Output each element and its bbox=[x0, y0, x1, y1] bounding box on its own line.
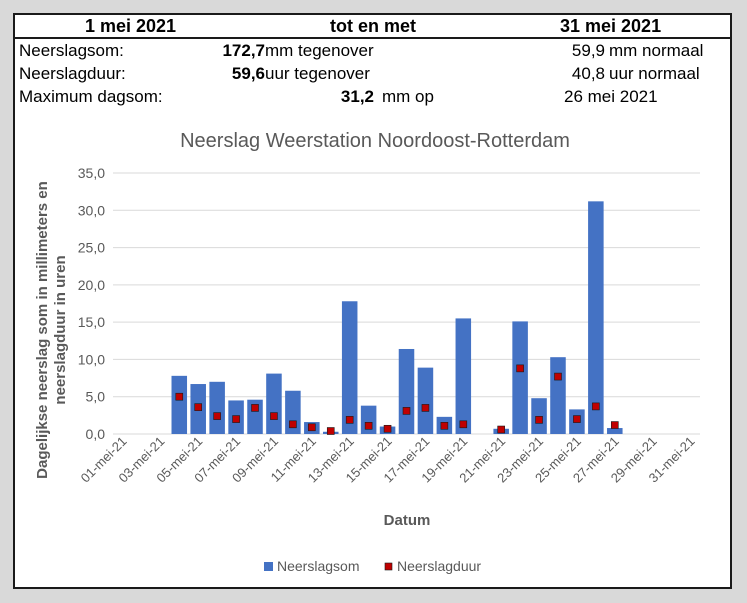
marker-neerslagduur bbox=[421, 404, 430, 412]
bar-neerslagsom bbox=[285, 390, 301, 434]
stat-label: Neerslagduur: bbox=[19, 64, 126, 83]
bar-neerslagsom bbox=[550, 357, 566, 434]
marker-neerslagduur bbox=[516, 364, 524, 373]
marker-neerslagduur bbox=[592, 402, 600, 411]
stat-normal-value: 40,8 bbox=[571, 64, 605, 83]
bar-neerslagsom bbox=[417, 367, 434, 434]
stat-normal-unit: mm normaal bbox=[609, 41, 704, 60]
stat-value: 31,2 bbox=[340, 87, 374, 106]
bar-neerslagsom bbox=[266, 373, 282, 434]
stat-row-neerslagduur: Neerslagduur: 59,6 uur tegenover 40,8 uu… bbox=[15, 62, 730, 85]
marker-neerslagduur bbox=[175, 392, 184, 401]
y-axis-label: neerslagduur in uren bbox=[52, 255, 69, 404]
y-tick-label: 35,0 bbox=[78, 165, 105, 181]
stat-normal-unit: uur normaal bbox=[609, 64, 700, 83]
stats-table: Neerslagsom: 172,7 mm tegenover 59,9 mm … bbox=[15, 39, 730, 108]
y-tick-label: 25,0 bbox=[78, 240, 105, 256]
stat-label: Neerslagsom: bbox=[19, 41, 124, 60]
end-date: 31 mei 2021 bbox=[560, 16, 662, 36]
stat-value: 172,7 bbox=[222, 41, 265, 60]
x-axis-label: Datum bbox=[384, 512, 431, 529]
y-tick-label: 10,0 bbox=[78, 351, 105, 367]
marker-neerslagduur bbox=[270, 412, 278, 420]
marker-neerslagduur bbox=[402, 407, 411, 415]
y-tick-label: 20,0 bbox=[78, 277, 105, 293]
bar-neerslagsom bbox=[512, 321, 528, 434]
legend-label-neerslagsom: Neerslagsom bbox=[277, 558, 359, 574]
period-header: 1 mei 2021 tot en met 31 mei 2021 bbox=[15, 15, 730, 39]
y-axis-label: Dagelijkse neerslag som in millimeters e… bbox=[34, 181, 51, 479]
bar-neerslagsom bbox=[360, 405, 377, 434]
marker-neerslagduur bbox=[326, 427, 335, 435]
stat-max-date: 26 mei 2021 bbox=[564, 87, 658, 106]
marker-neerslagduur bbox=[251, 404, 259, 412]
bar-neerslagsom bbox=[247, 399, 263, 434]
marker-neerslagduur bbox=[383, 424, 392, 433]
marker-neerslagduur bbox=[497, 425, 505, 434]
marker-neerslagduur bbox=[289, 420, 297, 429]
marker-neerslagduur bbox=[345, 416, 354, 424]
y-tick-label: 5,0 bbox=[86, 389, 106, 405]
marker-neerslagduur bbox=[554, 372, 562, 381]
marker-neerslagduur bbox=[213, 412, 221, 420]
marker-neerslagduur bbox=[364, 421, 373, 430]
stat-row-neerslagsom: Neerslagsom: 172,7 mm tegenover 59,9 mm … bbox=[15, 39, 730, 62]
stat-label: Maximum dagsom: bbox=[19, 87, 163, 106]
legend-swatch-neerslagduur bbox=[384, 562, 393, 571]
stat-unit: mm op bbox=[382, 87, 434, 106]
marker-neerslagduur bbox=[440, 421, 449, 430]
stat-normal-value: 59,9 bbox=[571, 41, 605, 60]
bar-neerslagsom bbox=[588, 201, 604, 434]
bar-neerslagsom bbox=[455, 318, 472, 434]
stat-value: 59,6 bbox=[231, 64, 265, 83]
stat-unit: uur tegenover bbox=[265, 64, 370, 83]
y-tick-label: 15,0 bbox=[78, 314, 105, 330]
marker-neerslagduur bbox=[573, 415, 581, 423]
legend-swatch-neerslagsom bbox=[264, 562, 273, 571]
y-tick-label: 30,0 bbox=[78, 202, 105, 218]
legend-label-neerslagduur: Neerslagduur bbox=[397, 558, 481, 574]
bar-neerslagsom bbox=[607, 428, 623, 434]
stat-row-maximum: Maximum dagsom: 31,2 mm op 26 mei 2021 bbox=[15, 85, 730, 108]
bar-neerslagsom bbox=[171, 375, 188, 434]
y-tick-label: 0,0 bbox=[86, 426, 106, 442]
report-frame: 1 mei 2021 tot en met 31 mei 2021 Neersl… bbox=[13, 13, 732, 589]
precipitation-chart: Neerslag Weerstation Noordoost-Rotterdam… bbox=[34, 130, 700, 574]
marker-neerslagduur bbox=[535, 416, 543, 424]
chart-title: Neerslag Weerstation Noordoost-Rotterdam bbox=[180, 130, 570, 152]
bar-neerslagsom bbox=[341, 301, 358, 434]
marker-neerslagduur bbox=[232, 415, 240, 423]
start-date: 1 mei 2021 bbox=[85, 16, 177, 36]
marker-neerslagduur bbox=[194, 403, 203, 411]
stat-unit: mm tegenover bbox=[265, 41, 374, 60]
marker-neerslagduur bbox=[459, 420, 468, 429]
marker-neerslagduur bbox=[308, 423, 316, 432]
bar-neerslagsom bbox=[398, 348, 415, 434]
period-connector: tot en met bbox=[330, 16, 417, 36]
marker-neerslagduur bbox=[610, 421, 619, 429]
bar-neerslagsom bbox=[209, 381, 225, 434]
